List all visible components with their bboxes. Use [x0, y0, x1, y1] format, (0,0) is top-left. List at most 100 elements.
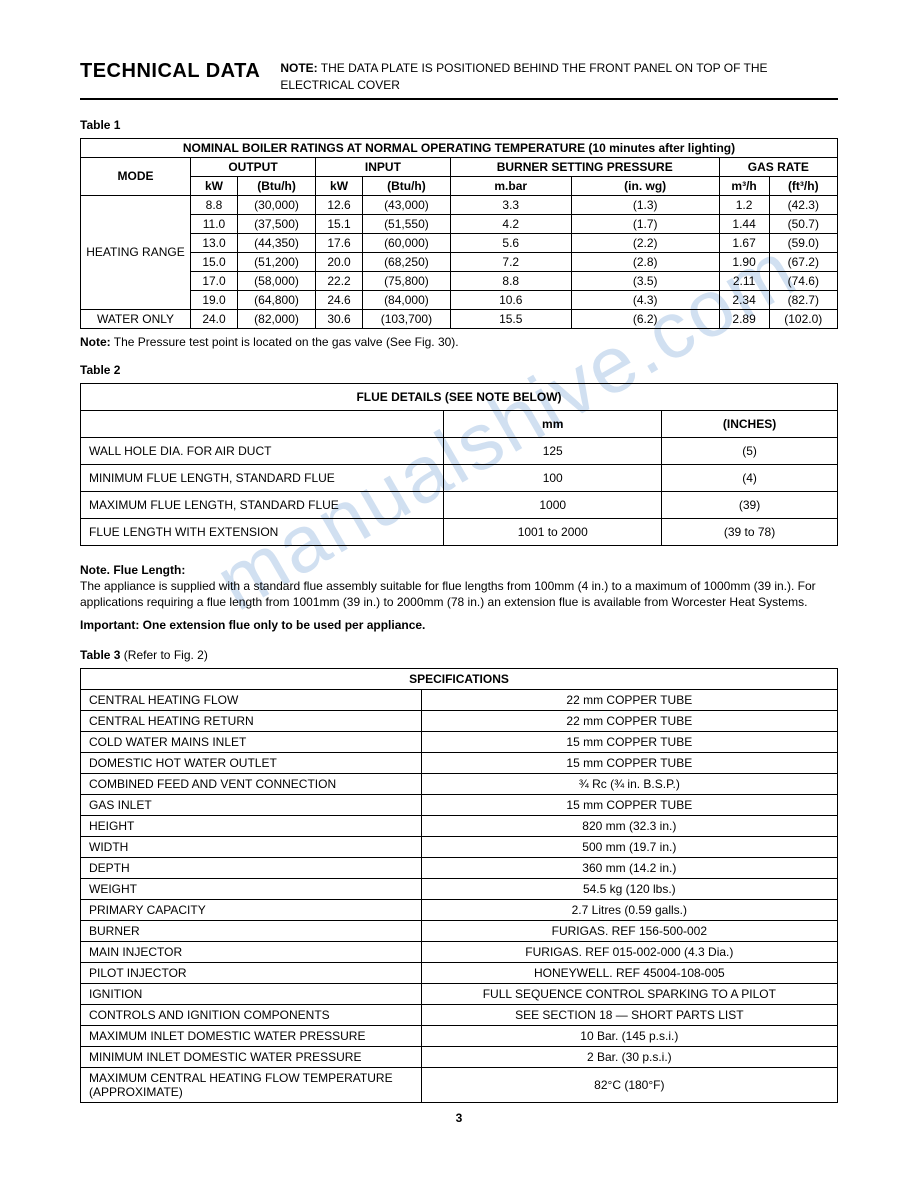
flue-note: Note. Flue Length: The appliance is supp…	[80, 562, 838, 611]
table2-row-in: (39)	[662, 491, 838, 518]
col-ft3h: (ft³/h)	[769, 176, 837, 195]
table1-cell: 4.2	[450, 214, 571, 233]
table1-cell: 10.6	[450, 290, 571, 309]
col-output: OUTPUT	[191, 157, 316, 176]
col-burner: BURNER SETTING PRESSURE	[450, 157, 719, 176]
col-kw2: kW	[316, 176, 363, 195]
spec-value: FULL SEQUENCE CONTROL SPARKING TO A PILO…	[421, 984, 837, 1005]
spec-label: PRIMARY CAPACITY	[81, 900, 422, 921]
table1-cell: 7.2	[450, 252, 571, 271]
table1-cell: (103,700)	[363, 309, 451, 328]
table1-title: NOMINAL BOILER RATINGS AT NORMAL OPERATI…	[81, 138, 838, 157]
table2-title: FLUE DETAILS (SEE NOTE BELOW)	[81, 383, 838, 410]
table1-cell: (30,000)	[238, 195, 316, 214]
table1-cell: 2.11	[719, 271, 769, 290]
table1-cell: (50.7)	[769, 214, 837, 233]
spec-label: BURNER	[81, 921, 422, 942]
table3-label-bold: Table 3	[80, 648, 120, 662]
col-kw1: kW	[191, 176, 238, 195]
spec-label: WEIGHT	[81, 879, 422, 900]
spec-value: FURIGAS. REF 156-500-002	[421, 921, 837, 942]
table1-note: Note: The Pressure test point is located…	[80, 335, 838, 349]
spec-value: 15 mm COPPER TUBE	[421, 795, 837, 816]
table1-cell: (6.2)	[571, 309, 719, 328]
table2-row-label: MINIMUM FLUE LENGTH, STANDARD FLUE	[81, 464, 444, 491]
col-gas: GAS RATE	[719, 157, 837, 176]
table1-cell: 3.3	[450, 195, 571, 214]
page-title: TECHNICAL DATA	[80, 60, 260, 83]
title-row: TECHNICAL DATA NOTE: THE DATA PLATE IS P…	[80, 60, 838, 94]
header-note-text: THE DATA PLATE IS POSITIONED BEHIND THE …	[280, 61, 767, 92]
table1-cell: (59.0)	[769, 233, 837, 252]
table1-cell: 2.89	[719, 309, 769, 328]
table2: FLUE DETAILS (SEE NOTE BELOW) mm (INCHES…	[80, 383, 838, 546]
table2-label: Table 2	[80, 363, 838, 377]
header-note-prefix: NOTE:	[280, 61, 317, 75]
table2-row-mm: 125	[444, 437, 662, 464]
spec-value: 2 Bar. (30 p.s.i.)	[421, 1047, 837, 1068]
page-content: TECHNICAL DATA NOTE: THE DATA PLATE IS P…	[80, 60, 838, 1125]
spec-label: IGNITION	[81, 984, 422, 1005]
table1-cell: 1.67	[719, 233, 769, 252]
table1-cell: (51,200)	[238, 252, 316, 271]
table1-cell: 17.6	[316, 233, 363, 252]
table1-cell: 1.2	[719, 195, 769, 214]
table2-row-label: MAXIMUM FLUE LENGTH, STANDARD FLUE	[81, 491, 444, 518]
table3-label: Table 3 (Refer to Fig. 2)	[80, 648, 838, 662]
spec-value: 10 Bar. (145 p.s.i.)	[421, 1026, 837, 1047]
spec-value: 2.7 Litres (0.59 galls.)	[421, 900, 837, 921]
spec-label: MINIMUM INLET DOMESTIC WATER PRESSURE	[81, 1047, 422, 1068]
header-note: NOTE: THE DATA PLATE IS POSITIONED BEHIN…	[280, 60, 838, 94]
table1-note-text: The Pressure test point is located on th…	[111, 335, 459, 349]
page-number: 3	[80, 1111, 838, 1125]
spec-value: 500 mm (19.7 in.)	[421, 837, 837, 858]
table1-cell: (60,000)	[363, 233, 451, 252]
table1-cell: 24.6	[316, 290, 363, 309]
col-mode: MODE	[81, 157, 191, 195]
spec-value: 15 mm COPPER TUBE	[421, 753, 837, 774]
table1-cell: 12.6	[316, 195, 363, 214]
table1-cell: (67.2)	[769, 252, 837, 271]
spec-label: MAXIMUM CENTRAL HEATING FLOW TEMPERATURE…	[81, 1068, 422, 1103]
table1-cell: (37,500)	[238, 214, 316, 233]
table1-cell: (58,000)	[238, 271, 316, 290]
table1-cell: 1.44	[719, 214, 769, 233]
divider	[80, 98, 838, 100]
table1-cell: (51,550)	[363, 214, 451, 233]
table1-cell: 24.0	[191, 309, 238, 328]
heating-range-label: HEATING RANGE	[81, 195, 191, 309]
table1-cell: (4.3)	[571, 290, 719, 309]
col-input: INPUT	[316, 157, 451, 176]
table2-row-mm: 100	[444, 464, 662, 491]
col-btuh1: (Btu/h)	[238, 176, 316, 195]
spec-label: COMBINED FEED AND VENT CONNECTION	[81, 774, 422, 795]
table1-cell: 22.2	[316, 271, 363, 290]
table2-row-mm: 1001 to 2000	[444, 518, 662, 545]
table1-cell: 13.0	[191, 233, 238, 252]
spec-value: 360 mm (14.2 in.)	[421, 858, 837, 879]
spec-label: DOMESTIC HOT WATER OUTLET	[81, 753, 422, 774]
table1-cell: (102.0)	[769, 309, 837, 328]
table2-blank	[81, 410, 444, 437]
table1-cell: (2.8)	[571, 252, 719, 271]
table1-cell: (44,350)	[238, 233, 316, 252]
table1-cell: 15.1	[316, 214, 363, 233]
table1-cell: 30.6	[316, 309, 363, 328]
spec-value: 54.5 kg (120 lbs.)	[421, 879, 837, 900]
table2-col-in: (INCHES)	[662, 410, 838, 437]
table1-cell: (74.6)	[769, 271, 837, 290]
table2-row-label: WALL HOLE DIA. FOR AIR DUCT	[81, 437, 444, 464]
spec-label: GAS INLET	[81, 795, 422, 816]
table1-cell: (42.3)	[769, 195, 837, 214]
table1-cell: 15.0	[191, 252, 238, 271]
spec-label: WIDTH	[81, 837, 422, 858]
table1-cell: (68,250)	[363, 252, 451, 271]
spec-value: 82°C (180°F)	[421, 1068, 837, 1103]
spec-value: SEE SECTION 18 — SHORT PARTS LIST	[421, 1005, 837, 1026]
table1-cell: (43,000)	[363, 195, 451, 214]
table1-cell: 2.34	[719, 290, 769, 309]
table1-cell: (84,000)	[363, 290, 451, 309]
table1-cell: (1.3)	[571, 195, 719, 214]
table1-label: Table 1	[80, 118, 838, 132]
table2-col-mm: mm	[444, 410, 662, 437]
